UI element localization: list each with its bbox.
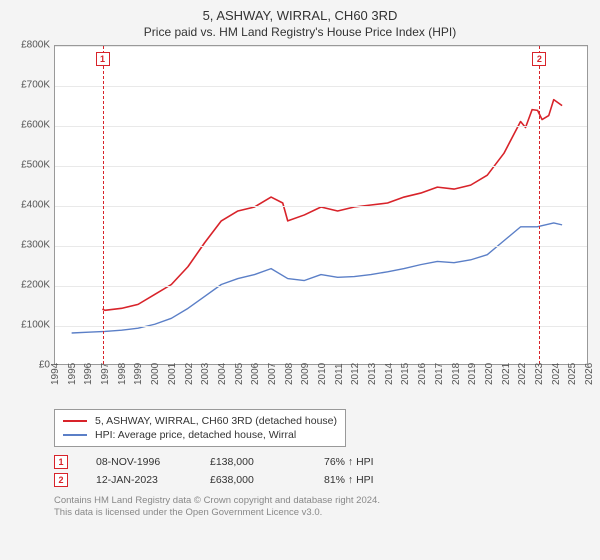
- x-tick-label: 2013: [367, 363, 378, 385]
- x-tick-label: 2005: [234, 363, 245, 385]
- x-tick-label: 2024: [551, 363, 562, 385]
- legend-swatch: [63, 434, 87, 436]
- x-tick-label: 2026: [584, 363, 595, 385]
- sale-marker-row: 2 12-JAN-2023 £638,000 81% ↑ HPI: [54, 471, 588, 489]
- sale-marker-badge: 1: [54, 455, 68, 469]
- x-tick-label: 2009: [300, 363, 311, 385]
- x-tick-label: 2022: [517, 363, 528, 385]
- x-tick-label: 2017: [434, 363, 445, 385]
- x-tick-label: 2011: [334, 363, 345, 385]
- x-tick-label: 2000: [150, 363, 161, 385]
- y-tick-label: £700K: [21, 80, 50, 91]
- x-tick-label: 1994: [50, 363, 61, 385]
- sale-price: £138,000: [210, 456, 296, 468]
- x-tick-label: 2010: [317, 363, 328, 385]
- x-tick-label: 2003: [200, 363, 211, 385]
- x-tick-label: 1998: [117, 363, 128, 385]
- sale-marker-row: 1 08-NOV-1996 £138,000 76% ↑ HPI: [54, 453, 588, 471]
- y-tick-label: £500K: [21, 160, 50, 171]
- sale-marker-on-plot: 2: [532, 52, 546, 66]
- chart-container: 5, ASHWAY, WIRRAL, CH60 3RD Price paid v…: [0, 0, 600, 560]
- plot-area: 12: [54, 45, 588, 365]
- x-tick-label: 2025: [567, 363, 578, 385]
- y-tick-label: £600K: [21, 120, 50, 131]
- x-tick-label: 2019: [467, 363, 478, 385]
- y-tick-label: £0: [39, 360, 50, 371]
- x-tick-label: 2004: [217, 363, 228, 385]
- x-tick-label: 2012: [350, 363, 361, 385]
- sale-markers-table: 1 08-NOV-1996 £138,000 76% ↑ HPI 2 12-JA…: [54, 453, 588, 489]
- page-subtitle: Price paid vs. HM Land Registry's House …: [12, 25, 588, 39]
- sale-pct: 81% ↑ HPI: [324, 474, 410, 486]
- y-tick-label: £300K: [21, 240, 50, 251]
- y-tick-label: £100K: [21, 320, 50, 331]
- x-tick-label: 1996: [83, 363, 94, 385]
- chart-lines: [55, 46, 587, 364]
- x-tick-label: 2021: [501, 363, 512, 385]
- x-tick-label: 1997: [100, 363, 111, 385]
- y-tick-label: £800K: [21, 40, 50, 51]
- legend-item: HPI: Average price, detached house, Wirr…: [63, 428, 337, 442]
- sale-marker-on-plot: 1: [96, 52, 110, 66]
- x-tick-label: 2014: [384, 363, 395, 385]
- x-tick-label: 2016: [417, 363, 428, 385]
- sale-pct: 76% ↑ HPI: [324, 456, 410, 468]
- x-tick-label: 2001: [167, 363, 178, 385]
- sale-date: 08-NOV-1996: [96, 456, 182, 468]
- page-title: 5, ASHWAY, WIRRAL, CH60 3RD: [12, 8, 588, 23]
- footer-line: This data is licensed under the Open Gov…: [54, 507, 588, 519]
- x-tick-label: 2023: [534, 363, 545, 385]
- sale-price: £638,000: [210, 474, 296, 486]
- sale-marker-badge: 2: [54, 473, 68, 487]
- x-tick-label: 2008: [284, 363, 295, 385]
- x-tick-label: 2002: [184, 363, 195, 385]
- x-tick-label: 2006: [250, 363, 261, 385]
- legend-label: HPI: Average price, detached house, Wirr…: [95, 429, 296, 441]
- footer-line: Contains HM Land Registry data © Crown c…: [54, 495, 588, 507]
- legend-item: 5, ASHWAY, WIRRAL, CH60 3RD (detached ho…: [63, 414, 337, 428]
- x-tick-label: 2020: [484, 363, 495, 385]
- legend-swatch: [63, 420, 87, 422]
- x-axis: 1994199519961997199819992000200120022003…: [54, 367, 588, 405]
- y-tick-label: £400K: [21, 200, 50, 211]
- x-tick-label: 2018: [451, 363, 462, 385]
- footer-attribution: Contains HM Land Registry data © Crown c…: [54, 495, 588, 520]
- chart-area: £0£100K£200K£300K£400K£500K£600K£700K£80…: [12, 45, 588, 405]
- sale-date: 12-JAN-2023: [96, 474, 182, 486]
- y-axis: £0£100K£200K£300K£400K£500K£600K£700K£80…: [12, 45, 54, 365]
- legend-label: 5, ASHWAY, WIRRAL, CH60 3RD (detached ho…: [95, 415, 337, 427]
- legend: 5, ASHWAY, WIRRAL, CH60 3RD (detached ho…: [54, 409, 346, 447]
- x-tick-label: 1999: [133, 363, 144, 385]
- x-tick-label: 2007: [267, 363, 278, 385]
- y-tick-label: £200K: [21, 280, 50, 291]
- x-tick-label: 1995: [67, 363, 78, 385]
- x-tick-label: 2015: [400, 363, 411, 385]
